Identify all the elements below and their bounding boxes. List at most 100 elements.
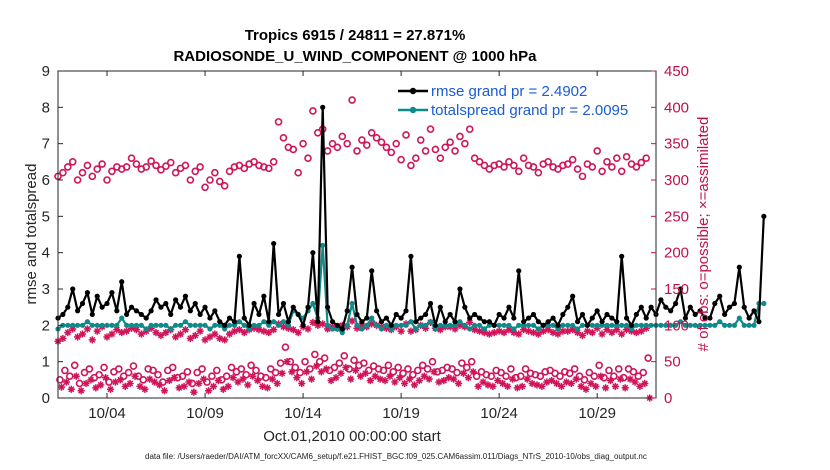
rmse-point xyxy=(501,315,507,321)
x-tick-label: 10/04 xyxy=(88,405,126,422)
possible-obs-marker xyxy=(211,168,219,177)
rmse-point xyxy=(339,326,345,332)
totalspread-point xyxy=(226,322,233,328)
possible-obs-marker xyxy=(215,177,224,186)
rmse-point xyxy=(163,300,169,307)
assimilated-obs-marker xyxy=(157,331,165,340)
possible-obs-marker xyxy=(315,357,324,366)
possible-obs-marker xyxy=(237,365,246,373)
rmse-point xyxy=(153,297,159,303)
possible-obs-marker xyxy=(585,368,594,377)
rmse-point xyxy=(148,308,154,314)
possible-obs-marker xyxy=(191,167,200,176)
totalspread-point xyxy=(349,300,355,307)
rmse-point xyxy=(300,322,306,328)
y-tick-label: 4 xyxy=(42,245,50,262)
totalspread-point xyxy=(589,322,595,328)
rmse-point xyxy=(609,315,615,321)
totalspread-point xyxy=(638,322,644,328)
possible-obs-marker xyxy=(529,163,538,171)
totalspread-point xyxy=(614,322,620,328)
data-file-note: data file: /Users/raeder/DAI/ATM_forcXX/… xyxy=(145,452,647,461)
y-tick-label: 0 xyxy=(42,390,50,407)
totalspread-point xyxy=(285,322,291,328)
rmse-point xyxy=(285,319,291,325)
rmse-point xyxy=(344,308,350,314)
assimilated-obs-marker xyxy=(474,382,482,390)
possible-obs-marker xyxy=(114,365,123,373)
assimilated-obs-marker xyxy=(396,374,404,382)
totalspread-point xyxy=(173,322,179,328)
rmse-point xyxy=(638,304,644,310)
assimilated-obs-marker xyxy=(83,325,92,333)
assimilated-obs-marker xyxy=(224,382,232,390)
chart-title-line2: RADIOSONDE_U_WIND_COMPONENT @ 1000 hPa xyxy=(173,48,537,65)
assimilated-obs-marker xyxy=(190,388,198,396)
totalspread-point xyxy=(153,322,159,328)
possible-obs-marker xyxy=(338,132,347,141)
possible-obs-marker xyxy=(70,361,79,370)
possible-obs-marker xyxy=(217,376,226,384)
possible-obs-marker xyxy=(644,354,652,362)
assimilated-obs-marker xyxy=(204,387,213,395)
assimilated-obs-marker xyxy=(602,384,610,392)
rmse-point xyxy=(668,308,674,314)
totalspread-point xyxy=(202,322,208,328)
rmse-point xyxy=(70,286,76,292)
rmse-point xyxy=(594,308,600,314)
assimilated-obs-marker xyxy=(459,369,468,377)
rmse-point xyxy=(756,319,762,325)
totalspread-point xyxy=(378,326,385,332)
rmse-point xyxy=(408,253,414,259)
totalspread-point xyxy=(383,322,390,328)
rmse-point xyxy=(643,315,649,321)
possible-obs-marker xyxy=(614,365,623,373)
rmse-point xyxy=(584,322,590,328)
rmse-point xyxy=(452,319,458,325)
possible-obs-marker xyxy=(83,161,92,170)
rmse-point xyxy=(158,304,164,310)
possible-obs-marker xyxy=(64,163,72,171)
rmse-point xyxy=(207,315,213,321)
assimilated-obs-marker xyxy=(78,330,87,338)
plot-frame xyxy=(57,70,657,399)
totalspread-point xyxy=(535,326,541,332)
assimilated-obs-marker xyxy=(67,385,75,393)
assimilated-obs-marker xyxy=(440,376,448,385)
possible-obs-marker xyxy=(159,378,167,386)
x-tick-label: 10/09 xyxy=(186,405,224,422)
possible-obs-marker xyxy=(475,158,484,166)
possible-obs-marker xyxy=(186,176,195,184)
assimilated-obs-marker xyxy=(113,326,121,334)
possible-obs-marker xyxy=(573,165,582,173)
rmse-point xyxy=(173,297,179,303)
y2-tick-label: 400 xyxy=(664,99,689,116)
rmse-point xyxy=(525,315,532,321)
assimilated-obs-marker xyxy=(587,379,595,388)
totalspread-point xyxy=(354,322,360,328)
assimilated-obs-marker xyxy=(499,379,507,388)
possible-obs-marker xyxy=(367,128,376,137)
totalspread-point xyxy=(369,315,375,321)
possible-obs-marker xyxy=(629,368,638,376)
possible-obs-marker xyxy=(353,147,361,155)
totalspread-point xyxy=(570,322,576,328)
rmse-point xyxy=(467,315,473,321)
totalspread-point xyxy=(266,322,272,328)
assimilated-obs-marker xyxy=(317,368,325,376)
totalspread-point xyxy=(530,322,537,328)
assimilated-obs-marker xyxy=(356,372,365,380)
possible-obs-marker xyxy=(286,357,295,366)
totalspread-point xyxy=(403,322,409,328)
totalspread-point xyxy=(79,322,86,328)
totalspread-point xyxy=(109,322,115,328)
possible-obs-marker xyxy=(242,370,251,379)
assimilated-obs-marker xyxy=(206,333,214,341)
possible-obs-marker xyxy=(418,361,427,370)
rmse-point xyxy=(628,322,635,328)
rmse-point xyxy=(418,315,424,321)
possible-obs-marker xyxy=(134,372,143,381)
y2-tick-label: 0 xyxy=(664,390,672,407)
possible-obs-marker xyxy=(178,372,187,381)
